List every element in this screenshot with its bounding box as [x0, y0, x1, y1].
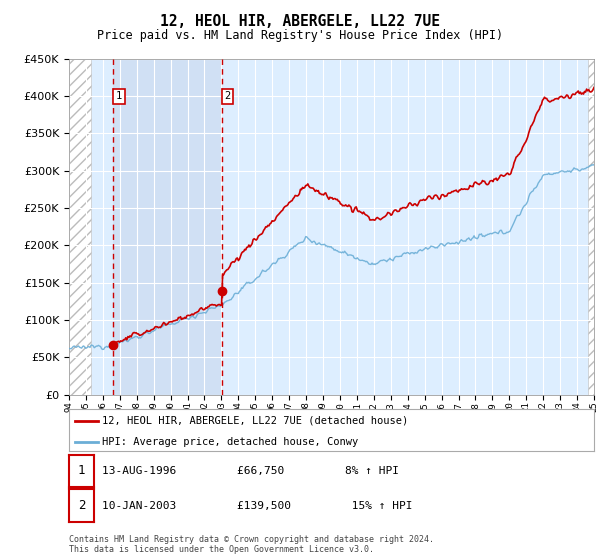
Text: 2: 2 — [78, 499, 85, 512]
Text: 1: 1 — [116, 91, 122, 101]
Text: 1: 1 — [78, 464, 85, 478]
Text: Price paid vs. HM Land Registry's House Price Index (HPI): Price paid vs. HM Land Registry's House … — [97, 29, 503, 42]
Text: 2: 2 — [224, 91, 231, 101]
Text: 10-JAN-2003         £139,500         15% ↑ HPI: 10-JAN-2003 £139,500 15% ↑ HPI — [102, 501, 413, 511]
Text: 12, HEOL HIR, ABERGELE, LL22 7UE: 12, HEOL HIR, ABERGELE, LL22 7UE — [160, 14, 440, 29]
Text: Contains HM Land Registry data © Crown copyright and database right 2024.
This d: Contains HM Land Registry data © Crown c… — [69, 535, 434, 554]
Text: 13-AUG-1996         £66,750         8% ↑ HPI: 13-AUG-1996 £66,750 8% ↑ HPI — [102, 466, 399, 476]
Text: HPI: Average price, detached house, Conwy: HPI: Average price, detached house, Conw… — [101, 437, 358, 446]
Text: 12, HEOL HIR, ABERGELE, LL22 7UE (detached house): 12, HEOL HIR, ABERGELE, LL22 7UE (detach… — [101, 416, 408, 426]
